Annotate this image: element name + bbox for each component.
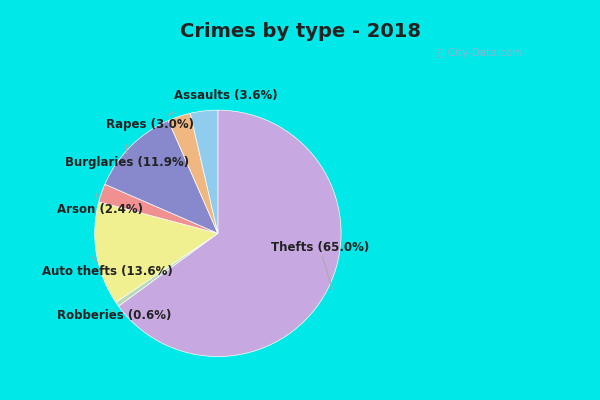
Text: Crimes by type - 2018: Crimes by type - 2018 — [179, 22, 421, 41]
Text: Rapes (3.0%): Rapes (3.0%) — [106, 112, 194, 131]
Text: Burglaries (11.9%): Burglaries (11.9%) — [65, 145, 190, 170]
Text: Assaults (3.6%): Assaults (3.6%) — [174, 89, 277, 105]
Wedge shape — [190, 110, 218, 233]
Text: Auto thefts (13.6%): Auto thefts (13.6%) — [42, 257, 173, 278]
Text: Arson (2.4%): Arson (2.4%) — [56, 194, 143, 216]
Wedge shape — [95, 202, 218, 302]
Text: ⓘ City-Data.com: ⓘ City-Data.com — [438, 48, 522, 58]
Wedge shape — [105, 120, 218, 233]
Wedge shape — [99, 184, 218, 233]
Text: Thefts (65.0%): Thefts (65.0%) — [271, 242, 369, 289]
Wedge shape — [118, 110, 341, 356]
Wedge shape — [168, 113, 218, 233]
Text: Robberies (0.6%): Robberies (0.6%) — [56, 309, 171, 322]
Wedge shape — [116, 233, 218, 306]
